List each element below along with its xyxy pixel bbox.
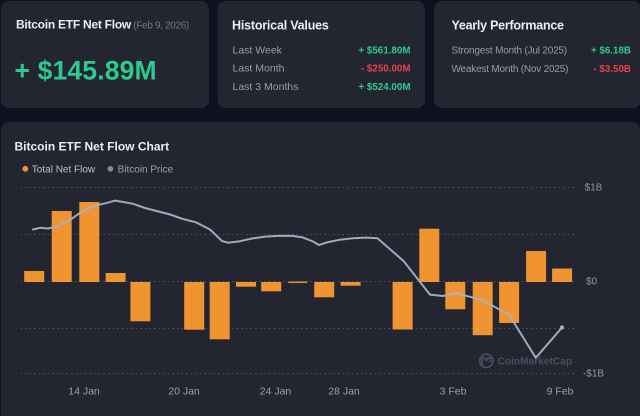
svg-text:$1B: $1B <box>585 183 603 194</box>
svg-text:$0: $0 <box>586 277 598 288</box>
svg-text:Last Month: Last Month <box>233 63 285 75</box>
svg-text:Yearly Performance: Yearly Performance <box>452 19 565 33</box>
svg-text:Total Net Flow: Total Net Flow <box>32 164 96 175</box>
svg-text:28 Jan: 28 Jan <box>328 386 360 398</box>
svg-text:Bitcoin Price: Bitcoin Price <box>118 164 174 175</box>
svg-text:Last Week: Last Week <box>233 44 283 56</box>
svg-text:24 Jan: 24 Jan <box>260 386 292 398</box>
svg-text:CoinMarketCap: CoinMarketCap <box>498 357 573 368</box>
svg-text:9 Feb: 9 Feb <box>547 386 574 398</box>
svg-text:+ $6.18B: + $6.18B <box>591 45 631 56</box>
svg-text:+ $524.00M: + $524.00M <box>358 82 410 93</box>
svg-text:Bitcoin ETF Net Flow (Feb 9, 2: Bitcoin ETF Net Flow (Feb 9, 2026) <box>16 18 189 32</box>
svg-text:- $3.50B: - $3.50B <box>593 64 631 75</box>
svg-text:Historical Values: Historical Values <box>232 19 329 33</box>
svg-text:+ $145.89M: + $145.89M <box>15 56 157 86</box>
svg-text:3 Feb: 3 Feb <box>440 386 467 398</box>
svg-text:Strongest Month (Jul 2025): Strongest Month (Jul 2025) <box>452 45 567 56</box>
svg-text:+ $561.80M: + $561.80M <box>358 45 410 56</box>
svg-text:Last 3 Months: Last 3 Months <box>233 81 299 93</box>
svg-text:- $250.00M: - $250.00M <box>361 64 411 75</box>
svg-text:-$1B: -$1B <box>583 369 604 380</box>
svg-text:20 Jan: 20 Jan <box>168 386 200 398</box>
svg-text:Weakest Month (Nov 2025): Weakest Month (Nov 2025) <box>452 64 569 75</box>
svg-text:14 Jan: 14 Jan <box>68 386 100 398</box>
svg-text:Bitcoin ETF Net Flow Chart: Bitcoin ETF Net Flow Chart <box>15 140 170 154</box>
